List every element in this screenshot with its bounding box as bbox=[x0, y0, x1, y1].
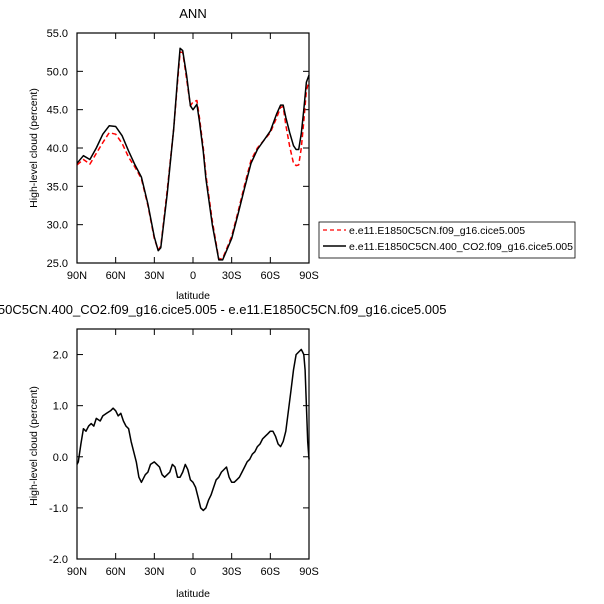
top-x-tick-label: 60N bbox=[106, 270, 126, 282]
top-y-tick-label: 45.0 bbox=[47, 105, 68, 117]
bottom-y-tick-label: -1.0 bbox=[49, 503, 68, 515]
bottom-y-tick-label: 2.0 bbox=[53, 350, 68, 362]
top-plot-frame bbox=[76, 32, 310, 264]
top-y-tick-label: 35.0 bbox=[47, 181, 68, 193]
bottom-x-tick-label: 0 bbox=[190, 566, 196, 578]
legend: e.e11.E1850C5CN.f09_g16.cice5.005 e.e11.… bbox=[318, 221, 576, 259]
bottom-plot-frame bbox=[76, 328, 310, 560]
bottom-x-axis-label: latitude bbox=[176, 588, 210, 600]
top-x-tick-label: 30S bbox=[222, 270, 242, 282]
legend-label-co2: e.e11.E1850C5CN.400_CO2.f09_g16.cice5.00… bbox=[349, 241, 573, 253]
top-y-tick-label: 30.0 bbox=[47, 220, 68, 232]
legend-label-control: e.e11.E1850C5CN.f09_g16.cice5.005 bbox=[349, 225, 525, 237]
top-y-tick-label: 40.0 bbox=[47, 143, 68, 155]
top-series-line-1 bbox=[76, 47, 310, 261]
top-y-tick-label: 50.0 bbox=[47, 66, 68, 78]
top-x-tick-label: 90S bbox=[299, 270, 319, 282]
top-y-tick-label: 25.0 bbox=[47, 258, 68, 270]
top-series-line-0 bbox=[76, 51, 310, 260]
top-y-axis-label: High-level cloud (percent) bbox=[28, 88, 40, 208]
bottom-y-tick-label: 1.0 bbox=[53, 401, 68, 413]
bottom-x-tick-label: 90S bbox=[299, 566, 319, 578]
bottom-plot-area: 90N 60N 30N 0 30S 60S 90S -2.0 -1.0 0.0 1.0 2.0 bbox=[49, 329, 319, 578]
top-x-axis-label: latitude bbox=[176, 290, 210, 302]
bottom-panel: e.e11.E1850C5CN.400_CO2.f09_g16.cice5.00… bbox=[0, 302, 446, 600]
bottom-x-tick-label: 60N bbox=[106, 566, 126, 578]
top-x-tick-label: 90N bbox=[67, 270, 87, 282]
top-x-tick-label: 0 bbox=[190, 270, 196, 282]
bottom-series-line-0 bbox=[76, 348, 310, 512]
top-y-tick-label: 55.0 bbox=[47, 28, 68, 40]
top-panel-title: ANN bbox=[179, 6, 206, 21]
bottom-x-tick-label: 30S bbox=[222, 566, 242, 578]
bottom-x-tick-label: 90N bbox=[67, 566, 87, 578]
bottom-y-tick-label: 0.0 bbox=[53, 452, 68, 464]
top-x-tick-label: 60S bbox=[261, 270, 281, 282]
bottom-y-axis-label: High-level cloud (percent) bbox=[28, 386, 40, 506]
bottom-panel-title: e.e11.E1850C5CN.400_CO2.f09_g16.cice5.00… bbox=[0, 302, 446, 317]
top-panel: ANN 90N 60N 30N 0 30S 60S 90S 25.0 30.0 35.0 40.0 4… bbox=[28, 6, 319, 302]
legend-box bbox=[318, 221, 576, 259]
bottom-x-tick-label: 60S bbox=[261, 566, 281, 578]
bottom-x-tick-label: 30N bbox=[144, 566, 164, 578]
top-plot-area: 90N 60N 30N 0 30S 60S 90S 25.0 30.0 35.0 40.0 45.0 5… bbox=[47, 28, 319, 282]
top-x-tick-label: 30N bbox=[144, 270, 164, 282]
bottom-y-tick-label: -2.0 bbox=[49, 554, 68, 566]
